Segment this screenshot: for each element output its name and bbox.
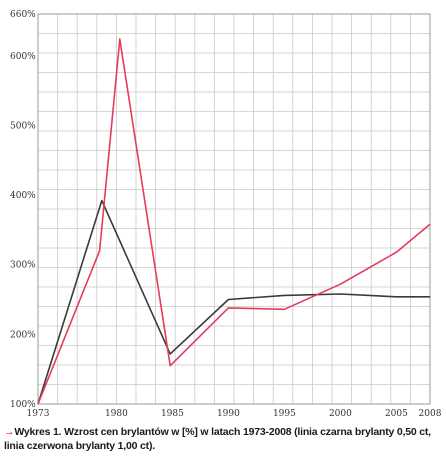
series-line-red xyxy=(37,38,431,405)
caption-arrow-icon: → xyxy=(4,426,15,438)
y-tick-label: 660% xyxy=(10,10,36,20)
y-tick-label: 300% xyxy=(10,261,36,271)
x-tick-label: 2000 xyxy=(329,409,352,419)
x-tick-label: 1980 xyxy=(105,409,128,419)
series-line-black xyxy=(37,199,430,405)
y-tick-label: 400% xyxy=(10,191,36,201)
x-axis-ticks: 1973 1980 1985 1990 1995 2000 2005 2008 xyxy=(27,409,442,419)
chart-caption: →Wykres 1. Wzrost cen brylantów w [%] w … xyxy=(4,425,442,453)
y-tick-label: 500% xyxy=(10,121,36,131)
x-tick-label: 1995 xyxy=(273,409,296,419)
x-tick-label: 1973 xyxy=(27,409,50,419)
chart-series xyxy=(37,38,431,405)
chart-grid xyxy=(37,13,431,405)
y-tick-label: 200% xyxy=(10,330,36,340)
y-tick-label: 100% xyxy=(10,400,36,410)
y-axis-ticks: 100% 200% 300% 400% 500% 600% 660% xyxy=(10,10,36,410)
y-tick-label: 600% xyxy=(10,52,36,62)
caption-text: Wykres 1. Wzrost cen brylantów w [%] w l… xyxy=(4,426,431,452)
price-growth-chart: 100% 200% 300% 400% 500% 600% 660% 1973 1980 198… xyxy=(10,10,442,419)
x-tick-label: 2005 xyxy=(385,409,408,419)
plot-frame xyxy=(37,13,431,405)
x-tick-label: 1990 xyxy=(217,409,240,419)
x-tick-label: 1985 xyxy=(161,409,184,419)
x-tick-label: 2008 xyxy=(419,409,442,419)
